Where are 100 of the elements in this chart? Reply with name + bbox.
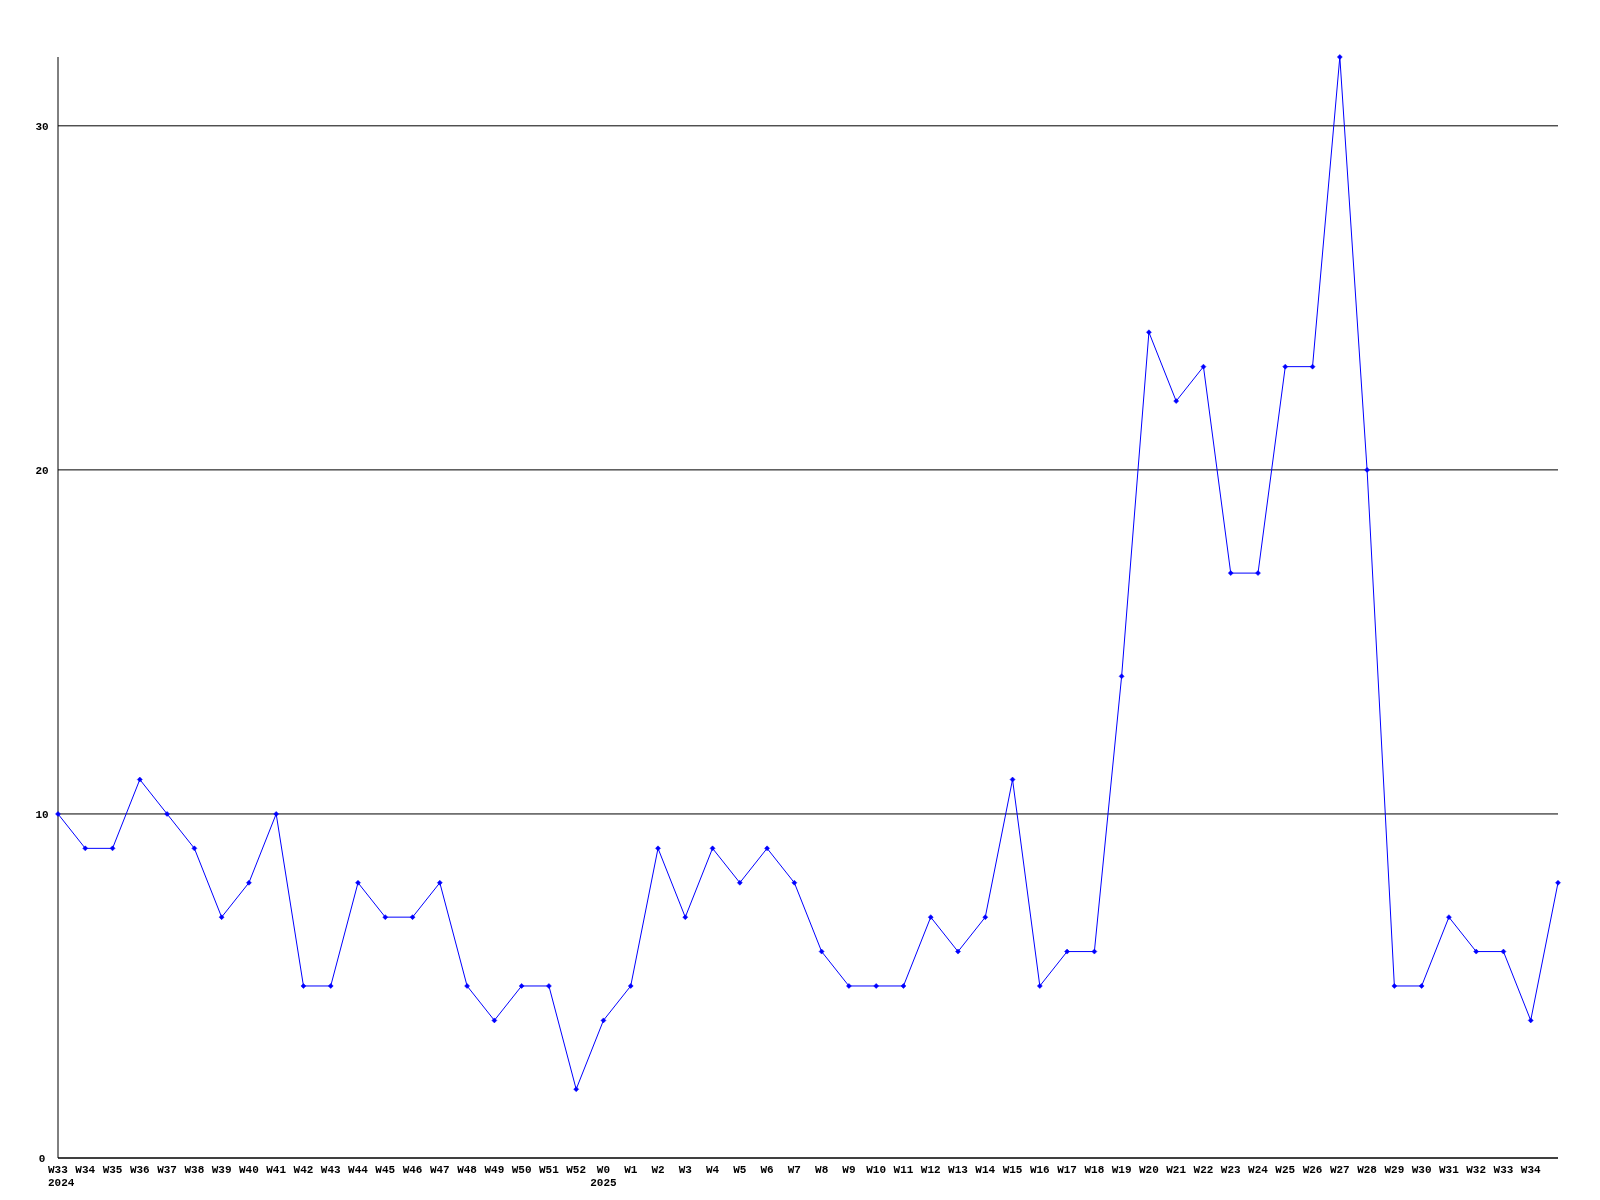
point <box>246 880 252 886</box>
point <box>1037 983 1043 989</box>
point <box>955 948 961 955</box>
x-tick-label: W8 <box>815 1164 829 1176</box>
point <box>1418 983 1425 989</box>
x-tick-label: W24 <box>1248 1164 1269 1176</box>
point <box>137 776 143 783</box>
point <box>927 914 934 920</box>
x-tick-label: W12 <box>920 1164 941 1176</box>
x-tick-label: W41 <box>266 1164 287 1176</box>
x-tick-label: W43 <box>320 1164 342 1176</box>
x-tick-label: W52 <box>566 1164 587 1176</box>
point <box>409 914 416 920</box>
point <box>55 811 61 817</box>
x-tick-label: W18 <box>1084 1164 1105 1176</box>
x-tick-label: W39 <box>211 1164 232 1176</box>
x-tick-label: W14 <box>975 1164 996 1176</box>
x-tick-label: W51 <box>539 1164 560 1176</box>
point <box>1255 570 1261 576</box>
x-tick-label: W26 <box>1302 1164 1323 1176</box>
x-tick-label: W44 <box>348 1164 369 1176</box>
y-tick-label: 20 <box>35 464 49 477</box>
y-tick-label: 0 <box>38 1153 46 1165</box>
x-tick-label: W13 <box>948 1164 969 1176</box>
x-tick-label: W22 <box>1193 1164 1214 1176</box>
point <box>464 983 470 989</box>
x-tick-label: W6 <box>760 1164 774 1176</box>
point <box>1309 363 1316 370</box>
point <box>382 914 389 920</box>
point <box>846 983 852 989</box>
x-tick-label: W47 <box>429 1164 450 1176</box>
point <box>1173 398 1179 404</box>
x-tick-label: W5 <box>733 1164 747 1176</box>
y-tick-label: 30 <box>35 120 49 133</box>
x-tick-label: W10 <box>866 1164 887 1176</box>
point <box>218 914 225 920</box>
point <box>300 983 307 989</box>
x-tick-label: W1 <box>624 1164 638 1176</box>
x-tick-label: W21 <box>1166 1164 1187 1176</box>
point <box>327 983 334 989</box>
point <box>1146 329 1152 335</box>
x-tick-label: W17 <box>1057 1164 1077 1176</box>
point <box>818 948 825 955</box>
x-tick-label: W16 <box>1029 1164 1050 1176</box>
point <box>1282 363 1289 370</box>
point <box>1118 673 1125 680</box>
point <box>737 880 743 886</box>
point <box>1337 54 1343 60</box>
x-tick-label: W33 2024 <box>48 1164 75 1189</box>
point <box>164 811 170 817</box>
point <box>191 845 198 852</box>
point <box>982 914 989 920</box>
x-tick-label: W25 <box>1275 1164 1296 1176</box>
point <box>900 983 907 989</box>
x-tick-label: W9 <box>842 1164 856 1176</box>
x-tick-label: W20 <box>1139 1164 1159 1176</box>
point <box>491 1017 498 1024</box>
x-tick-label: W48 <box>457 1164 478 1176</box>
x-tick-label: W19 <box>1111 1164 1132 1176</box>
x-tick-label: W49 <box>484 1164 505 1176</box>
x-tick-label: W34 <box>75 1164 96 1176</box>
x-tick-label: W7 <box>787 1164 801 1176</box>
point <box>109 845 116 852</box>
point <box>1500 948 1507 955</box>
point <box>1200 363 1207 370</box>
point <box>546 983 552 989</box>
x-tick-label: W34 <box>1520 1164 1542 1176</box>
x-tick-label: W42 <box>293 1164 314 1176</box>
x-tick-label: W23 <box>1220 1164 1242 1176</box>
point <box>873 983 879 989</box>
x-tick-label: W33 <box>1493 1164 1514 1176</box>
point <box>1091 948 1098 955</box>
x-tick-label: W27 <box>1329 1164 1350 1176</box>
x-tick-label: W28 <box>1357 1164 1378 1176</box>
x-tick-label: W3 <box>678 1164 693 1176</box>
point <box>82 845 89 852</box>
x-tick-label: W4 <box>705 1164 720 1176</box>
x-tick-label: W37 <box>157 1164 177 1176</box>
point <box>764 845 770 852</box>
point <box>1227 570 1234 576</box>
point <box>1473 948 1479 955</box>
x-tick-label: W45 <box>375 1164 396 1176</box>
x-tick-label: W29 <box>1384 1164 1405 1176</box>
point <box>1009 776 1016 783</box>
x-tick-label: W40 <box>239 1164 259 1176</box>
point <box>600 1017 607 1024</box>
x-tick-label: W15 <box>1002 1164 1023 1176</box>
y-tick-label: 10 <box>35 808 49 821</box>
point <box>1527 1017 1534 1024</box>
point <box>437 880 443 886</box>
point <box>1391 983 1398 989</box>
x-tick-label: W31 <box>1439 1164 1460 1176</box>
point <box>791 880 798 886</box>
point <box>273 811 279 817</box>
point <box>1364 467 1370 473</box>
x-tick-label: W46 <box>402 1164 423 1176</box>
point <box>1446 914 1452 920</box>
point <box>627 983 634 989</box>
x-tick-label: W35 <box>102 1164 123 1176</box>
point <box>1555 880 1561 886</box>
